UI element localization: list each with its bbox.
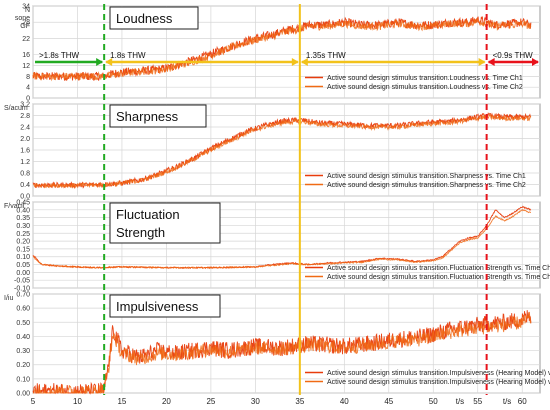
y-tick-label: 0.15: [16, 246, 30, 253]
legend-entry: Active sound design stimulus transition.…: [327, 265, 550, 272]
y-tick-label: 34: [22, 4, 30, 11]
legend-entry: Active sound design stimulus transition.…: [327, 274, 550, 281]
range-arrowhead: [96, 58, 104, 66]
y-tick-label: 0.40: [16, 207, 30, 214]
y-tick-label: 0.4: [20, 182, 30, 189]
y-tick-label: 28: [22, 20, 30, 27]
range-label: 1.8s THW: [110, 51, 146, 60]
legend-entry: Active sound design stimulus transition.…: [327, 182, 526, 189]
y-tick-label: 3.2: [20, 102, 30, 109]
y-tick-label: 2.4: [20, 125, 30, 132]
y-tick-label: 0.05: [16, 262, 30, 269]
range-label: <0.9s THW: [493, 51, 534, 60]
panel-title-box: [109, 202, 221, 244]
series-line-ch2: [32, 208, 531, 270]
legend-entry: Active sound design stimulus transition.…: [327, 84, 523, 91]
legend-entry: Active sound design stimulus transition.…: [327, 370, 550, 377]
x-tick-label: 45: [384, 397, 393, 406]
y-tick-label: 0.10: [16, 254, 30, 261]
panel-title: Fluctuation: [116, 207, 180, 222]
y-tick-label: 0.45: [16, 200, 30, 207]
legend-entry: Active sound design stimulus transition.…: [327, 173, 526, 180]
y-tick-label: 0.50: [16, 320, 30, 327]
range-arrowhead: [105, 58, 113, 66]
panel-fluctuation: -0.10-0.050.000.050.100.150.200.250.300.…: [4, 200, 550, 293]
y-tick-label: 2.0: [20, 136, 30, 143]
unit-label: N: [25, 7, 30, 14]
y-tick-label: 0.20: [16, 239, 30, 246]
panel-title: Loudness: [116, 11, 173, 26]
unit-label: F/vacil: [4, 203, 25, 210]
y-tick-label: 0.00: [16, 391, 30, 398]
y-tick-label: 0.25: [16, 231, 30, 238]
range-arrowhead: [300, 58, 308, 66]
series-line-ch1: [32, 15, 532, 81]
y-tick-label: 0: [26, 96, 30, 103]
y-tick-label: -0.05: [14, 278, 30, 285]
series-line-ch2: [32, 113, 532, 189]
y-tick-label: 0.20: [16, 362, 30, 369]
panel-title: Sharpness: [116, 109, 179, 124]
x-axis-label: t/s: [503, 397, 511, 406]
x-tick-label: 10: [73, 397, 82, 406]
x-tick-label: 25: [206, 397, 215, 406]
y-tick-label: 1.2: [20, 159, 30, 166]
y-tick-label: 0.30: [16, 223, 30, 230]
panel-title-box: [109, 104, 207, 128]
unit-label: sone: [15, 15, 30, 22]
y-tick-label: 12: [22, 63, 30, 70]
y-tick-label: 0.40: [16, 334, 30, 341]
y-tick-label: 0.8: [20, 171, 30, 178]
legend-entry: Active sound design stimulus transition.…: [327, 379, 550, 386]
y-tick-label: -0.10: [14, 286, 30, 293]
y-tick-label: 22: [22, 36, 30, 43]
unit-label: S/acum: [4, 105, 28, 112]
x-axis-label: t/s: [456, 397, 464, 406]
x-tick-label: 35: [295, 397, 304, 406]
x-tick-label: 5: [31, 397, 36, 406]
range-arrowhead: [532, 58, 539, 66]
y-tick-label: 0.0: [20, 194, 30, 201]
y-tick-label: 0.60: [16, 306, 30, 313]
panel-title: Impulsiveness: [116, 299, 199, 314]
range-arrowhead: [478, 58, 486, 66]
panel-impulsiveness: 0.00 0.10 0.20 0.30 0.40 0.50 0.60 0.70I/iu Impu…: [4, 292, 550, 398]
y-tick-label: 0.10: [16, 376, 30, 383]
unit-label: I/iu: [4, 295, 13, 302]
series-line-ch2: [33, 311, 532, 395]
legend-entry: Active sound design stimulus transition.…: [327, 75, 523, 82]
y-tick-label: 16: [22, 52, 30, 59]
range-arrowhead: [487, 58, 495, 66]
series-line-ch1: [32, 310, 532, 395]
range-label: 1.35s THW: [306, 51, 346, 60]
x-tick-label: 40: [340, 397, 349, 406]
range-label: >1.8s THW: [39, 51, 80, 60]
y-tick-label: 4: [26, 85, 30, 92]
y-tick-label: 8: [26, 74, 30, 81]
panel-sharpness: 0.0 0.4 0.8 1.2 1.6 2.0 2.4 2.8 3.2S/acum Sharpne…: [4, 102, 541, 201]
y-tick-label: 1.6: [20, 148, 30, 155]
panel-title-box: [109, 294, 221, 318]
y-tick-label: 0.35: [16, 215, 30, 222]
y-tick-label: 0.70: [16, 292, 30, 299]
panel-title-line2: Strength: [116, 225, 165, 240]
y-tick-label: 0.00: [16, 270, 30, 277]
series-line-ch2: [32, 17, 532, 82]
x-tick-label: 50: [429, 397, 438, 406]
x-tick-label: 15: [117, 397, 126, 406]
x-tick-label: 20: [162, 397, 171, 406]
x-tick-label: 55: [473, 397, 482, 406]
range-arrowhead: [291, 58, 299, 66]
x-tick-label: 30: [251, 397, 260, 406]
y-tick-label: 2.8: [20, 113, 30, 120]
panel-title-box: [109, 6, 199, 30]
unit-label: GF: [20, 23, 30, 30]
y-tick-label: 0.30: [16, 348, 30, 355]
x-tick-label: 60: [518, 397, 527, 406]
